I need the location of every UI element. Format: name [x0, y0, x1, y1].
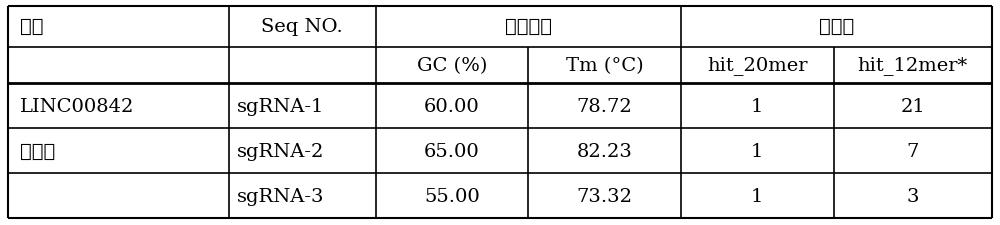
Text: 78.72: 78.72	[577, 97, 632, 115]
Text: 1: 1	[751, 187, 763, 205]
Text: sgRNA-1: sgRNA-1	[237, 97, 324, 115]
Text: 55.00: 55.00	[424, 187, 480, 205]
Text: 基因: 基因	[20, 18, 44, 36]
Text: GC (%): GC (%)	[417, 57, 487, 75]
Text: Seq NO.: Seq NO.	[261, 18, 343, 36]
Text: sgRNA-3: sgRNA-3	[237, 187, 324, 205]
Text: 7: 7	[907, 142, 919, 160]
Text: Tm (°C): Tm (°C)	[566, 57, 643, 75]
Text: 过表达: 过表达	[20, 142, 55, 160]
Text: hit_20mer: hit_20mer	[707, 56, 808, 75]
Text: 1: 1	[751, 97, 763, 115]
Text: 1: 1	[751, 142, 763, 160]
Text: sgRNA-2: sgRNA-2	[237, 142, 324, 160]
Text: 60.00: 60.00	[424, 97, 480, 115]
Text: LINC00842: LINC00842	[20, 97, 134, 115]
Text: 73.32: 73.32	[577, 187, 633, 205]
Text: 21: 21	[900, 97, 925, 115]
Text: hit_12mer*: hit_12mer*	[858, 56, 968, 75]
Text: 序列信息: 序列信息	[505, 18, 552, 36]
Text: 65.00: 65.00	[424, 142, 480, 160]
Text: 82.23: 82.23	[577, 142, 633, 160]
Text: 3: 3	[907, 187, 919, 205]
Text: 位点数: 位点数	[819, 18, 854, 36]
